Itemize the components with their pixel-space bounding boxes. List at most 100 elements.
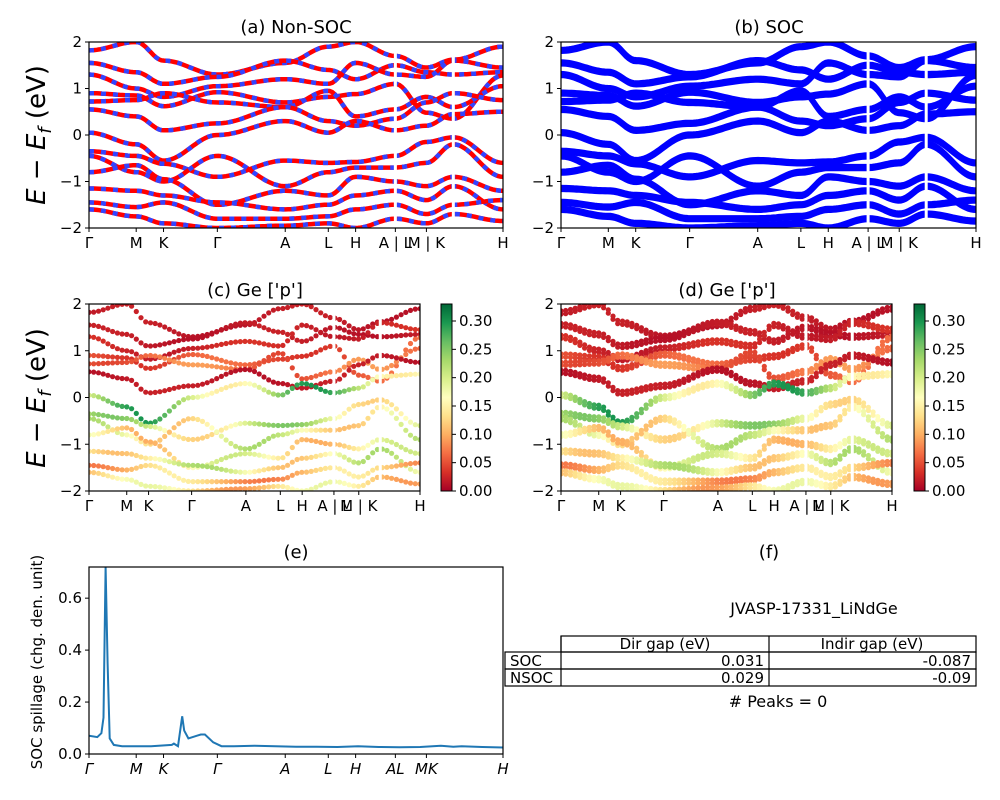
projection-point <box>199 381 206 387</box>
projection-point <box>266 389 272 395</box>
y-tick-label: −2 <box>60 219 82 237</box>
projection-point <box>662 435 668 441</box>
projection-point <box>799 426 805 432</box>
projection-point <box>757 483 763 489</box>
projection-point <box>818 480 824 486</box>
projection-point <box>889 333 892 339</box>
projection-point <box>662 414 668 420</box>
projection-point <box>671 477 678 483</box>
projection-point <box>209 331 215 337</box>
projection-point <box>398 478 404 484</box>
projection-point <box>577 352 583 358</box>
projection-point <box>171 425 177 431</box>
projection-point <box>299 353 305 359</box>
projection-point <box>879 431 886 437</box>
projection-point <box>195 394 201 400</box>
projection-point <box>856 473 862 479</box>
band-line <box>89 73 503 121</box>
projection-point <box>794 415 801 421</box>
projection-point <box>742 421 749 427</box>
projection-point <box>209 431 215 438</box>
projection-point <box>393 406 399 412</box>
projection-point <box>407 371 414 377</box>
projection-point <box>884 434 890 440</box>
projection-point <box>601 304 607 308</box>
projection-point <box>242 469 248 475</box>
projection-point <box>865 320 872 327</box>
projection-point <box>171 349 177 355</box>
projection-point <box>204 353 210 359</box>
projection-point <box>657 435 663 441</box>
projection-point <box>133 452 139 459</box>
projection-point <box>124 415 130 422</box>
projection-point <box>360 326 366 332</box>
projection-point <box>889 435 892 441</box>
projection-point <box>648 329 654 335</box>
projection-point <box>185 462 191 468</box>
projection-point <box>629 455 635 461</box>
projection-point <box>157 416 163 422</box>
x-tick-label: K <box>631 234 642 252</box>
projection-point <box>114 415 120 421</box>
projection-point <box>114 330 120 336</box>
projection-point <box>341 454 347 460</box>
projection-point <box>289 486 295 491</box>
projection-point <box>832 419 838 425</box>
projection-point <box>289 385 295 391</box>
projection-point <box>303 437 310 443</box>
projection-point <box>596 475 602 481</box>
projection-point <box>709 337 715 343</box>
table-header-dir-gap: Dir gap (eV) <box>620 635 711 653</box>
projection-point <box>653 359 659 365</box>
projection-point <box>728 450 734 457</box>
projection-point <box>662 344 668 350</box>
projection-point <box>686 362 692 368</box>
projection-point <box>143 365 149 371</box>
projection-point <box>393 373 399 379</box>
projection-point <box>147 343 154 349</box>
projection-point <box>809 315 815 321</box>
y-tick-label: 0.0 <box>58 745 82 763</box>
projection-point <box>275 350 281 356</box>
projection-point <box>747 349 753 355</box>
projection-point <box>308 454 314 460</box>
projection-point <box>842 375 848 381</box>
projection-point <box>360 421 366 427</box>
projection-point <box>204 421 210 427</box>
table-cell: 0.031 <box>721 652 764 670</box>
y-tick-label: −1 <box>60 435 82 453</box>
projection-point <box>190 383 196 389</box>
projection-point <box>884 467 890 473</box>
projection-point <box>233 368 239 374</box>
projection-point <box>832 382 838 388</box>
projection-point <box>190 462 196 468</box>
projection-point <box>247 320 253 326</box>
projection-point <box>790 465 796 471</box>
projection-point <box>728 483 734 489</box>
projection-point <box>129 349 135 355</box>
projection-point <box>700 439 706 445</box>
projection-point <box>95 361 102 367</box>
projection-point <box>185 346 191 352</box>
projection-point <box>237 381 243 387</box>
projection-point <box>374 446 380 453</box>
projection-point <box>370 467 376 473</box>
projection-point <box>700 421 706 428</box>
projection-point <box>233 479 239 485</box>
band-line <box>561 164 976 209</box>
projection-point <box>147 483 154 489</box>
projection-point <box>403 309 409 315</box>
projection-point <box>280 476 286 482</box>
projection-point <box>875 308 881 314</box>
projection-point <box>714 337 720 343</box>
projection-point <box>823 356 829 362</box>
projection-point <box>823 481 829 487</box>
projection-point <box>832 359 838 365</box>
projection-point <box>294 422 300 428</box>
projection-point <box>242 320 248 326</box>
projection-point <box>384 406 390 412</box>
projection-point <box>813 479 819 485</box>
projection-point <box>667 477 673 483</box>
projection-point <box>572 394 578 400</box>
x-tick-label: M | K <box>340 497 379 515</box>
